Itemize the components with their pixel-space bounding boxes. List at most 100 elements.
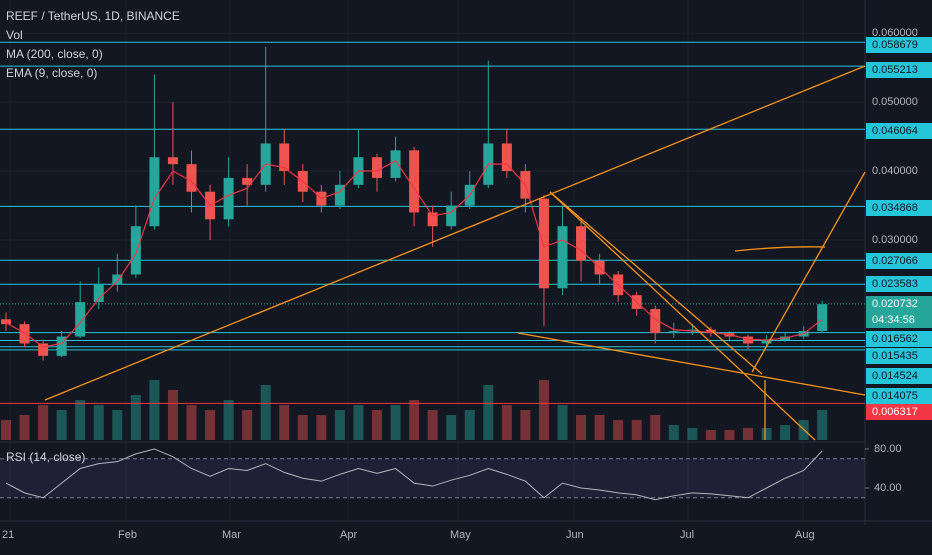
candle-body	[38, 343, 49, 356]
candle-body	[409, 150, 420, 213]
volume-bar	[372, 410, 382, 440]
volume-bar	[186, 405, 197, 440]
volume-bar	[520, 410, 531, 440]
level-label: 0.058679	[872, 39, 918, 51]
trend-curve	[734, 246, 826, 252]
volume-bar	[668, 425, 679, 440]
symbol-title: REEF / TetherUS, 1D, BINANCE	[6, 9, 180, 23]
rsi-line	[5, 448, 823, 501]
x-tick-label: 21	[2, 529, 14, 541]
level-label-box	[866, 388, 932, 404]
rsi-title: RSI (14, close)	[6, 450, 85, 464]
indicator-label: MA (200, close, 0)	[6, 47, 103, 61]
volume-bar	[56, 410, 67, 440]
volume-bar	[483, 385, 494, 440]
volume-bar	[724, 430, 735, 440]
y-tick-label: 0.050000	[872, 96, 918, 108]
candle-body	[186, 164, 197, 192]
last-price-label: 0.020732	[872, 298, 918, 310]
level-label: 0.014524	[872, 370, 918, 382]
level-label: 0.014075	[872, 390, 918, 402]
volume-bar	[1, 420, 11, 440]
x-tick-label: May	[450, 529, 471, 541]
x-tick-label: Apr	[340, 529, 357, 541]
y-tick-label: 0.060000	[872, 27, 918, 39]
candle-body	[668, 331, 679, 334]
volume-bar	[705, 430, 716, 440]
candle-body	[112, 274, 123, 285]
volume-bar	[631, 420, 642, 440]
candle-body	[223, 177, 234, 220]
level-label: 0.055213	[872, 64, 918, 76]
y-tick-label: 0.030000	[872, 234, 918, 246]
volume-bar	[353, 405, 364, 440]
candle-body	[576, 226, 587, 261]
volume-bar	[390, 405, 401, 440]
candle-body	[501, 143, 512, 172]
countdown-label: 04:34:58	[872, 314, 915, 326]
candle-body	[705, 329, 716, 334]
trend-line	[44, 65, 866, 401]
volume-bar	[743, 428, 753, 440]
volume-bar	[650, 415, 661, 440]
trend-line	[751, 171, 866, 373]
candle-body	[56, 336, 67, 356]
x-tick-label: Jun	[566, 529, 584, 541]
last-price-box	[866, 296, 932, 328]
volume-bar	[464, 410, 475, 440]
volume-bar	[576, 415, 587, 440]
candle-body	[538, 198, 549, 289]
level-label-box	[866, 62, 932, 78]
volume-bar	[613, 420, 624, 440]
volume-bar	[130, 395, 141, 440]
volume-bar	[687, 428, 698, 440]
y-tick-label: 0.040000	[872, 165, 918, 177]
level-label-box	[866, 348, 932, 364]
level-label: 0.034868	[872, 202, 918, 214]
volume-bar	[75, 400, 86, 440]
candle-body	[761, 340, 772, 344]
level-label: 0.046064	[872, 125, 918, 137]
rsi-tick-label: 40.00	[874, 482, 902, 494]
volume-bar	[19, 415, 30, 440]
trend-lines	[44, 65, 866, 441]
volume-bar	[93, 405, 104, 440]
level-label-box	[866, 253, 932, 269]
candle-body	[687, 329, 698, 332]
volume-bar	[38, 405, 49, 440]
candle-body	[242, 177, 253, 185]
volume-bar	[260, 385, 271, 440]
indicator-label: EMA (9, close, 0)	[6, 66, 97, 80]
candle-body	[334, 184, 345, 206]
level-label: 0.015435	[872, 350, 918, 362]
volume-bar	[446, 415, 457, 440]
volume-bar	[223, 400, 234, 440]
x-tick-label: Mar	[222, 529, 241, 541]
candle-body	[446, 205, 457, 227]
candle-body	[390, 150, 401, 178]
level-label-box	[866, 276, 932, 292]
candle-body	[93, 284, 104, 303]
volume-bar	[761, 428, 772, 440]
ema-line	[5, 159, 823, 348]
volume-bar	[112, 410, 123, 440]
candle-body	[149, 157, 160, 227]
volume-bar	[334, 410, 345, 440]
volume-bar	[167, 390, 178, 440]
volume-bar	[557, 405, 568, 440]
level-label: 0.027066	[872, 255, 918, 267]
x-tick-label: Jul	[680, 529, 694, 541]
candle-body	[817, 304, 828, 332]
trend-line	[549, 191, 816, 441]
level-label-box	[866, 368, 932, 384]
candle-body	[279, 143, 290, 172]
level-label-box	[866, 200, 932, 216]
candle-body	[167, 157, 178, 165]
volume-bar	[594, 415, 605, 440]
volume-bar	[297, 415, 308, 440]
level-label-box	[866, 123, 932, 139]
candle-body	[557, 226, 568, 289]
volume-bar	[538, 380, 549, 440]
volume-bar	[149, 380, 160, 440]
